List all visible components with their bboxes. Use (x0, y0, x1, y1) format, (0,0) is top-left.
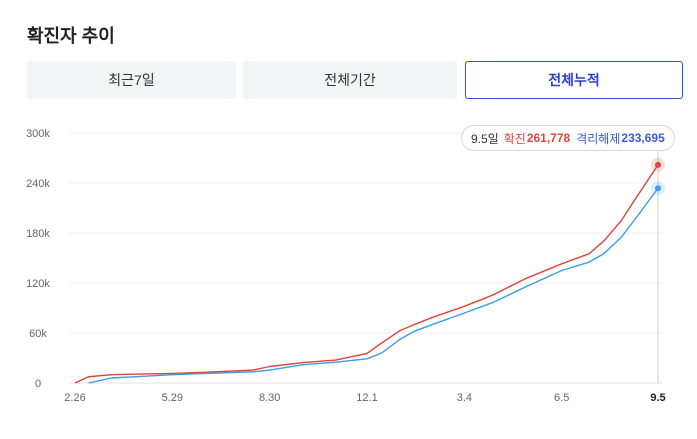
tab-cumulative[interactable]: 전체누적 (465, 61, 683, 99)
y-tick-label: 180k (26, 228, 50, 240)
tooltip-released-value: 233,695 (621, 131, 665, 145)
x-tick-label: 8.30 (259, 392, 280, 404)
tab-recent-7-days[interactable]: 최근7일 (27, 61, 236, 99)
x-tick-label: 6.5 (554, 392, 569, 404)
chart-tooltip: 9.5일 확진 261,778 격리해제 233,695 (461, 125, 675, 151)
y-tick-label: 60k (29, 328, 47, 340)
y-tick-label: 300k (26, 128, 50, 140)
y-tick-label: 0 (35, 378, 41, 390)
page-title: 확진자 추이 (27, 26, 115, 46)
tab-all-period[interactable]: 전체기간 (243, 61, 457, 99)
cumulative-line-chart: 0 60k 120k 180k 240k 300k 2.26 5.29 8.30 12.1 3.4 6… (26, 128, 666, 404)
series-end-point (655, 185, 661, 192)
period-tabs: 최근7일 전체기간 전체누적 (27, 61, 683, 99)
y-tick-label: 240k (26, 178, 50, 190)
y-tick-label: 120k (26, 278, 50, 290)
tooltip-confirmed-value: 261,778 (526, 131, 571, 145)
series-end-point (655, 161, 661, 168)
x-tick-label: 9.5 (650, 392, 665, 404)
x-tick-label: 2.26 (64, 392, 85, 404)
x-tick-label: 5.29 (162, 392, 183, 404)
tooltip-confirmed-label: 확진 (503, 131, 526, 146)
series-line-released (88, 187, 659, 384)
tooltip-date: 9.5일 (471, 131, 499, 146)
tooltip-released-label: 격리해제 (576, 131, 621, 146)
x-tick-label: 3.4 (457, 392, 472, 404)
series-line-confirmed (74, 164, 659, 384)
x-tick-label: 12.1 (356, 392, 377, 404)
